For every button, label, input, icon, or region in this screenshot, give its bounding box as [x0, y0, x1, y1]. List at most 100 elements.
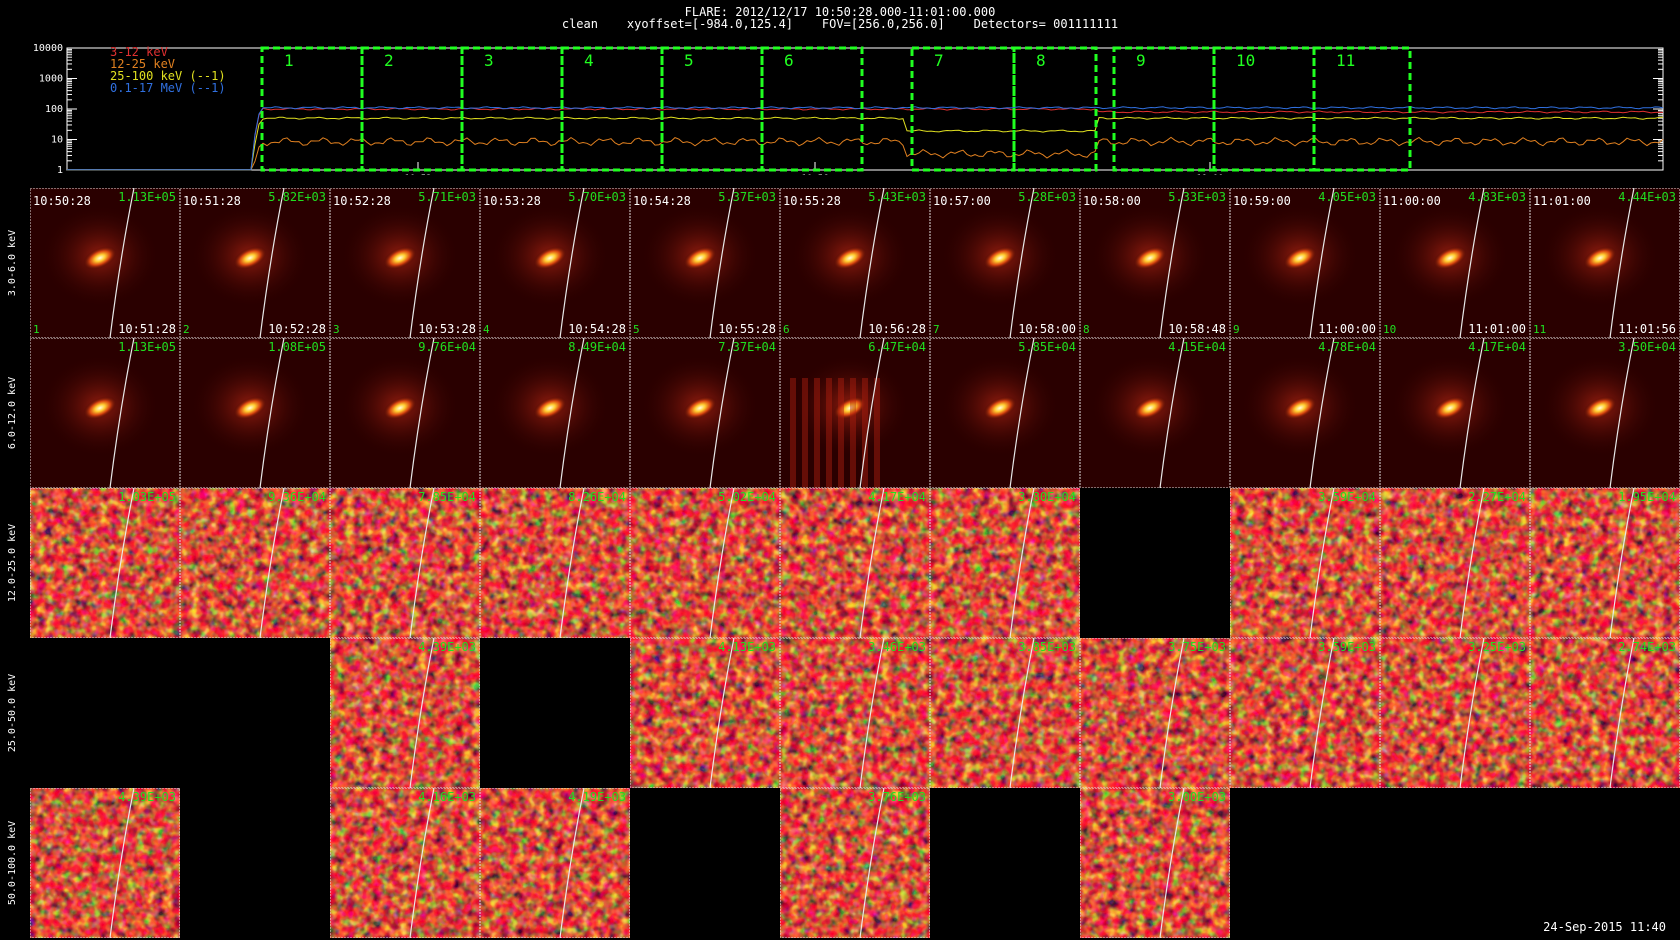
cell-border [180, 488, 330, 638]
interval-box [260, 46, 364, 172]
interval-number: 7 [933, 323, 940, 336]
solar-limb [559, 788, 585, 938]
series-line [67, 136, 1664, 171]
cell-border [1230, 338, 1380, 488]
interval-box [1012, 46, 1098, 172]
peak-value: 3.76E+03 [868, 790, 926, 804]
peak-value: 9.36E+04 [268, 490, 326, 504]
solar-limb [709, 638, 735, 788]
cell-content [930, 638, 1080, 788]
cell-border [1380, 188, 1530, 338]
solar-limb [259, 488, 285, 638]
cell-content [780, 638, 930, 788]
cell-border [330, 638, 480, 788]
interval-box [910, 46, 1016, 172]
start-time: 11:00:00 [1383, 194, 1441, 208]
cell-content [630, 338, 780, 488]
image-cell: 5.85E+04 [930, 338, 1080, 488]
cell-content [1380, 638, 1530, 788]
peak-value: 5.85E+04 [1018, 340, 1076, 354]
cell-content [330, 338, 480, 488]
peak-value: 5.02E+04 [718, 490, 776, 504]
image-cell: 6.47E+04 [780, 338, 930, 488]
x-tick-label: 10:56 [801, 174, 828, 175]
source-blob [983, 396, 1017, 420]
solar-limb [1609, 488, 1635, 638]
cell-content [780, 488, 930, 638]
solar-limb [1609, 338, 1635, 488]
interval-box [760, 46, 864, 172]
peak-value: 4.16E+03 [418, 790, 476, 804]
speckle-image [930, 488, 1080, 638]
interval-number: 3 [333, 323, 340, 336]
solar-limb [1159, 188, 1185, 338]
solar-limb [559, 188, 585, 338]
start-time: 10:51:28 [183, 194, 241, 208]
cell-content [180, 188, 330, 338]
start-time: 10:54:28 [633, 194, 691, 208]
cell-content [930, 188, 1080, 338]
speckle-image [30, 788, 180, 938]
speckle-image [1380, 638, 1530, 788]
cell-border [930, 488, 1080, 638]
solar-limb [109, 338, 135, 488]
peak-value: 1.13E+05 [118, 340, 176, 354]
source-blob [683, 246, 717, 270]
speckle-image [780, 788, 930, 938]
cell-content [180, 338, 330, 488]
image-cell: 5.28E+03 10:57:00 10:58:00 7 [930, 188, 1080, 338]
cell-border [30, 488, 180, 638]
interval-label: 11 [1336, 51, 1355, 70]
image-cell: 3.46E+03 [780, 638, 930, 788]
interval-label: 2 [384, 51, 394, 70]
speckle-image [930, 638, 1080, 788]
image-cell: 4.78E+04 [1230, 338, 1380, 488]
source-blob [83, 246, 117, 270]
cell-border [1230, 488, 1380, 638]
cell-border [1080, 788, 1230, 938]
image-cell: 5.43E+03 10:55:28 10:56:28 6 [780, 188, 930, 338]
solar-limb [1459, 638, 1485, 788]
cell-content [1080, 788, 1230, 938]
start-time: 10:55:28 [783, 194, 841, 208]
speckle-image [1080, 788, 1230, 938]
peak-value: 8.49E+04 [568, 340, 626, 354]
source-blob [233, 246, 267, 270]
image-cell: 3.59E+03 [1230, 638, 1380, 788]
interval-number: 5 [633, 323, 640, 336]
peak-value: 2.74E+03 [1618, 640, 1676, 654]
cell-border [330, 338, 480, 488]
cell-border [630, 338, 780, 488]
peak-value: 3.59E+03 [1318, 640, 1376, 654]
image-cell: 5.33E+03 10:58:00 10:58:48 8 [1080, 188, 1230, 338]
artifact-streak [838, 378, 844, 488]
cell-border [1530, 488, 1680, 638]
cell-border [1080, 638, 1230, 788]
solar-limb [259, 188, 285, 338]
cell-border [1530, 338, 1680, 488]
image-cell: 1.08E+05 [180, 338, 330, 488]
image-cell: 4.39E+03 [30, 788, 180, 938]
cell-content [780, 338, 930, 488]
image-cell: 3.00E+03 [1080, 788, 1230, 938]
cell-content [330, 638, 480, 788]
solar-limb [109, 188, 135, 338]
cell-content [1530, 338, 1680, 488]
cell-border [330, 188, 480, 338]
cell-border [780, 788, 930, 938]
solar-limb [1159, 638, 1185, 788]
peak-value: 3.85E+03 [1018, 640, 1076, 654]
peak-value: 1.08E+05 [268, 340, 326, 354]
solar-limb [1309, 488, 1335, 638]
end-time: 10:54:28 [568, 322, 626, 336]
cell-border [930, 338, 1080, 488]
start-time: 10:52:28 [333, 194, 391, 208]
solar-limb [409, 788, 435, 938]
peak-value: 1.95E+04 [1618, 490, 1676, 504]
speckle-image [480, 788, 630, 938]
cell-border [30, 338, 180, 488]
peak-value: 5.82E+03 [268, 190, 326, 204]
speckle-image [1230, 488, 1380, 638]
cell-content [330, 788, 480, 938]
cell-content [1230, 638, 1380, 788]
